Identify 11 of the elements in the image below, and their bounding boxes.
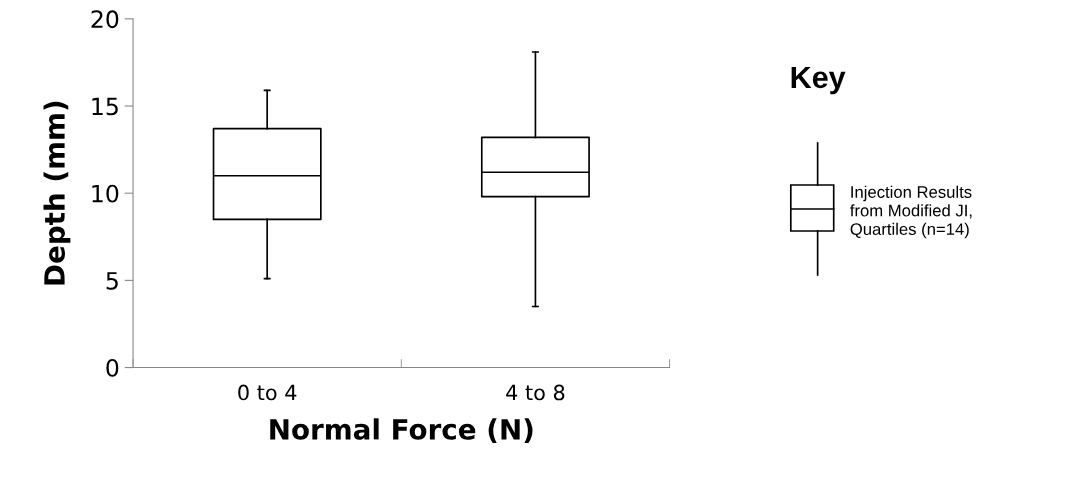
y-tick-label: 5 [106, 272, 118, 290]
y-tick-label: 20 [91, 10, 119, 29]
y-tick-label: 10 [92, 184, 119, 203]
text: Key [791, 66, 846, 95]
text: Injection Results from Modified JI, Quartiles (n=14) [850, 185, 972, 239]
x-axis-title: Normal Force (N) [270, 418, 533, 444]
x-tick-label: 4 to 8 [506, 384, 565, 401]
x-tick-label: 0 to 4 [238, 384, 297, 401]
y-tick-label: 0 [106, 359, 119, 377]
y-axis-title: Depth (mm) [43, 101, 71, 285]
y-tick-label: 15 [92, 97, 118, 116]
